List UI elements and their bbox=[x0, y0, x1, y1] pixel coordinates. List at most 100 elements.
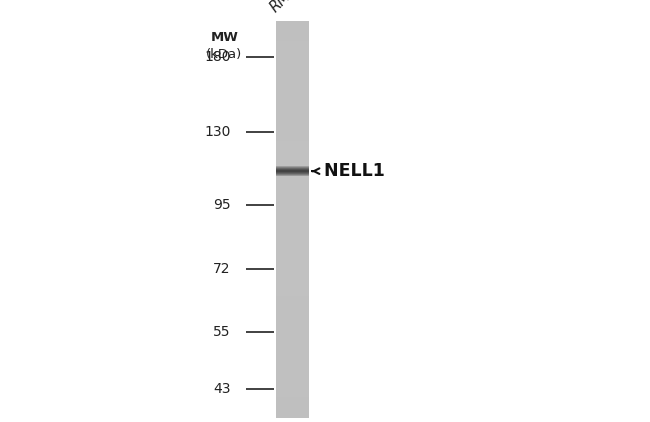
Bar bbox=[276, 70, 309, 71]
Bar bbox=[276, 292, 309, 293]
Bar bbox=[276, 153, 309, 154]
Bar bbox=[276, 280, 309, 281]
Bar bbox=[276, 365, 309, 366]
Bar bbox=[276, 254, 309, 255]
Bar bbox=[276, 324, 309, 325]
Bar bbox=[276, 120, 309, 122]
Bar bbox=[276, 141, 309, 143]
Bar bbox=[276, 90, 309, 91]
Bar bbox=[276, 303, 309, 304]
Bar bbox=[276, 237, 309, 238]
Bar bbox=[276, 65, 309, 66]
Bar bbox=[276, 333, 309, 335]
Bar bbox=[276, 231, 309, 233]
Bar bbox=[276, 411, 309, 412]
Bar bbox=[276, 405, 309, 406]
Bar bbox=[276, 395, 309, 397]
Bar bbox=[276, 201, 309, 202]
Bar bbox=[276, 262, 309, 263]
Bar bbox=[276, 250, 309, 251]
Bar bbox=[276, 402, 309, 403]
Bar bbox=[276, 350, 309, 352]
Bar bbox=[276, 160, 309, 161]
Bar bbox=[276, 399, 309, 400]
Bar bbox=[276, 362, 309, 364]
Bar bbox=[276, 184, 309, 185]
Bar bbox=[276, 92, 309, 94]
Bar bbox=[276, 84, 309, 86]
Bar bbox=[276, 28, 309, 29]
Bar bbox=[276, 139, 309, 140]
Bar bbox=[276, 194, 309, 196]
Bar bbox=[276, 190, 309, 192]
Bar bbox=[276, 259, 309, 260]
Bar bbox=[276, 308, 309, 309]
Bar bbox=[276, 94, 309, 95]
Bar bbox=[276, 307, 309, 308]
Bar bbox=[276, 381, 309, 382]
Bar bbox=[276, 349, 309, 350]
Bar bbox=[276, 138, 309, 139]
Bar bbox=[276, 352, 309, 353]
Bar bbox=[276, 284, 309, 286]
Bar bbox=[276, 99, 309, 100]
Bar bbox=[276, 32, 309, 33]
Bar bbox=[276, 66, 309, 68]
Bar bbox=[276, 83, 309, 84]
Bar bbox=[276, 332, 309, 333]
Bar bbox=[276, 268, 309, 270]
Bar bbox=[276, 389, 309, 390]
Bar bbox=[276, 293, 309, 295]
Bar bbox=[276, 374, 309, 376]
Bar bbox=[276, 116, 309, 118]
Bar bbox=[276, 54, 309, 55]
Bar bbox=[276, 356, 309, 357]
Bar bbox=[276, 415, 309, 417]
Bar bbox=[276, 188, 309, 189]
Bar bbox=[276, 378, 309, 379]
Bar bbox=[276, 273, 309, 275]
Bar bbox=[276, 27, 309, 28]
Bar bbox=[276, 124, 309, 126]
Bar bbox=[276, 22, 309, 24]
Bar bbox=[276, 243, 309, 245]
Bar bbox=[276, 217, 309, 218]
Bar bbox=[276, 104, 309, 106]
Bar bbox=[276, 412, 309, 414]
Bar bbox=[276, 174, 309, 176]
Bar bbox=[276, 394, 309, 395]
Bar bbox=[276, 41, 309, 42]
Bar bbox=[276, 222, 309, 223]
Bar bbox=[276, 103, 309, 104]
Bar bbox=[276, 136, 309, 138]
Text: 55: 55 bbox=[213, 325, 231, 339]
Bar bbox=[276, 75, 309, 77]
Bar bbox=[276, 173, 309, 174]
Bar bbox=[276, 219, 309, 221]
Bar bbox=[276, 288, 309, 289]
Bar bbox=[276, 245, 309, 246]
Bar bbox=[276, 206, 309, 208]
Bar bbox=[276, 301, 309, 303]
Text: 43: 43 bbox=[213, 382, 231, 396]
Bar bbox=[276, 249, 309, 250]
Bar bbox=[276, 63, 309, 65]
Bar bbox=[276, 360, 309, 361]
Bar bbox=[276, 177, 309, 179]
Bar bbox=[276, 187, 309, 188]
Bar bbox=[276, 21, 309, 22]
Bar bbox=[276, 354, 309, 356]
Bar bbox=[276, 89, 309, 90]
Bar bbox=[276, 279, 309, 280]
Bar bbox=[276, 146, 309, 147]
Bar bbox=[276, 223, 309, 225]
Bar bbox=[276, 397, 309, 398]
Bar bbox=[276, 353, 309, 354]
Bar bbox=[276, 319, 309, 320]
Bar bbox=[276, 135, 309, 136]
Bar bbox=[276, 407, 309, 408]
Bar bbox=[276, 322, 309, 324]
Bar bbox=[276, 167, 309, 168]
Bar bbox=[276, 182, 309, 184]
Bar bbox=[276, 403, 309, 405]
